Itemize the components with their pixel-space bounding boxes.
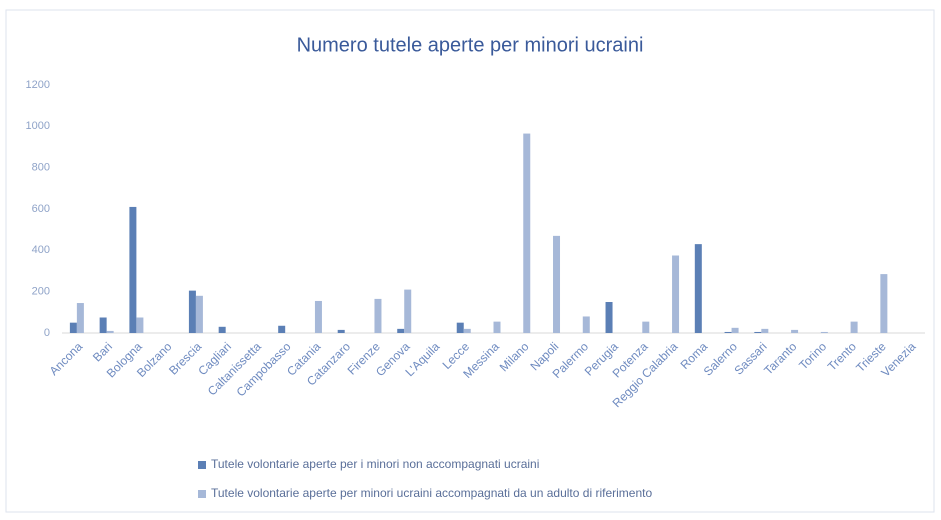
- bar: [136, 317, 144, 333]
- y-tick-label: 400: [32, 244, 50, 256]
- bar: [493, 321, 501, 333]
- bar: [754, 331, 762, 333]
- chart-title: Numero tutele aperte per minori ucraini: [297, 34, 644, 56]
- legend-label: Tutele volontarie aperte per minori ucra…: [211, 486, 652, 500]
- bar: [880, 274, 888, 333]
- y-tick-label: 600: [32, 203, 50, 215]
- bar: [694, 244, 702, 333]
- bar: [820, 331, 828, 333]
- y-tick-label: 200: [32, 286, 50, 298]
- bar: [195, 295, 203, 333]
- bar: [672, 255, 680, 333]
- bar: [76, 303, 84, 333]
- chart-frame: [5, 9, 935, 513]
- bar: [69, 322, 77, 333]
- bar: [278, 325, 286, 333]
- bar: [523, 133, 531, 333]
- bar: [337, 329, 345, 333]
- bar: [731, 327, 739, 333]
- bar: [761, 328, 769, 333]
- bar: [642, 321, 650, 333]
- bar: [99, 317, 107, 333]
- bar: [850, 321, 858, 333]
- y-tick-label: 0: [44, 327, 50, 339]
- bar: [314, 300, 322, 333]
- bar: [397, 328, 405, 333]
- legend-swatch: [198, 461, 206, 469]
- bar: [791, 329, 799, 333]
- legend-label: Tutele volontarie aperte per i minori no…: [211, 457, 539, 471]
- y-tick-label: 800: [32, 162, 50, 174]
- bar: [582, 316, 590, 333]
- bar: [188, 290, 196, 333]
- y-tick-label: 1200: [26, 79, 50, 91]
- bar: [218, 326, 226, 333]
- legend-swatch: [198, 490, 206, 498]
- bar: [553, 235, 561, 333]
- bar: [456, 322, 464, 333]
- bar: [463, 328, 471, 333]
- bar: [605, 302, 613, 333]
- bar: [129, 206, 137, 333]
- bar: [106, 330, 114, 333]
- y-tick-label: 1000: [26, 120, 50, 132]
- bar: [374, 298, 382, 333]
- bar: [724, 331, 732, 333]
- bar: [404, 289, 412, 333]
